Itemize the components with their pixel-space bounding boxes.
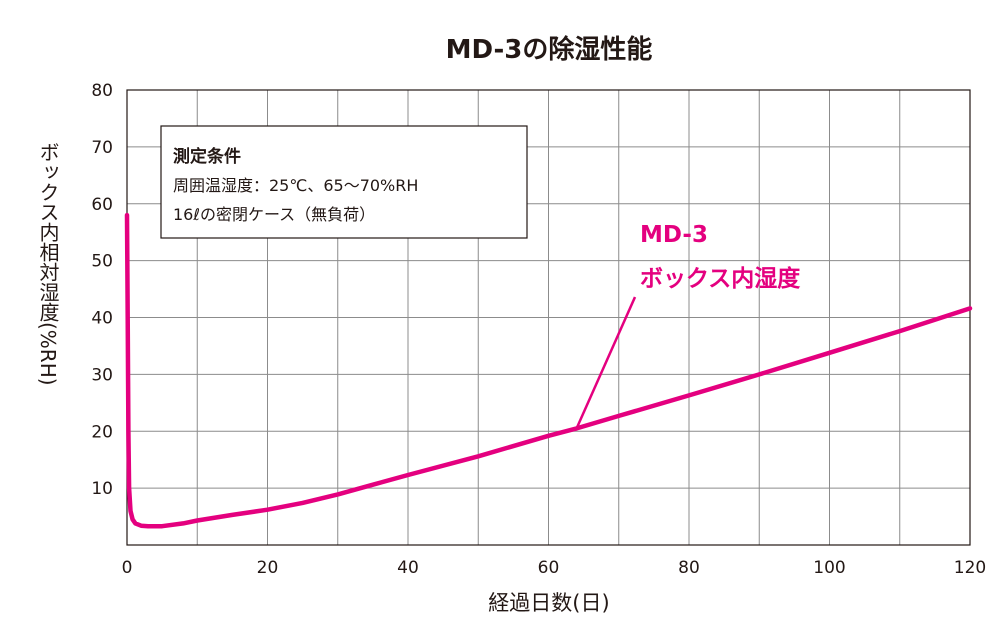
series-leader-line — [575, 296, 637, 429]
x-tick-label: 0 — [122, 558, 133, 578]
y-tick-label: 30 — [91, 365, 113, 385]
y-axis-label: ボックス内相対湿度(%RH) — [36, 142, 60, 386]
x-tick-label: 60 — [538, 558, 560, 578]
x-axis-label: 経過日数(日) — [488, 591, 609, 615]
conditions-line-1: 周囲温湿度：25℃、65～70%RH — [173, 176, 418, 195]
y-tick-label: 60 — [91, 195, 113, 215]
y-tick-label: 50 — [91, 252, 113, 272]
conditions-heading: 測定条件 — [173, 146, 241, 167]
conditions-box: 測定条件 周囲温湿度：25℃、65～70%RH 16ℓの密閉ケース（無負荷） — [160, 125, 528, 239]
series-line — [124, 212, 973, 529]
series-layer — [124, 212, 973, 529]
y-tick-label: 80 — [91, 81, 113, 101]
conditions-box-frame — [160, 125, 528, 239]
series-label-line-2: ボックス内湿度 — [640, 265, 801, 292]
x-tick-label: 80 — [678, 558, 700, 578]
x-tick-label: 100 — [813, 558, 845, 578]
y-tick-label: 20 — [91, 422, 113, 442]
x-tick-label: 20 — [257, 558, 279, 578]
y-tick-label: 10 — [91, 479, 113, 499]
y-tick-label: 70 — [91, 138, 113, 158]
conditions-line-2: 16ℓの密閉ケース（無負荷） — [173, 205, 375, 224]
x-tick-label: 40 — [397, 558, 419, 578]
grid — [127, 90, 970, 545]
y-tick-label: 40 — [91, 309, 113, 329]
x-tick-label: 120 — [954, 558, 986, 578]
series-label-line-1: MD-3 — [640, 222, 708, 248]
chart-title: MD-3の除湿性能 — [446, 34, 653, 65]
tick-labels: 0 20 40 60 80 100 120 10 20 30 40 50 60 70 80 — [91, 81, 986, 578]
